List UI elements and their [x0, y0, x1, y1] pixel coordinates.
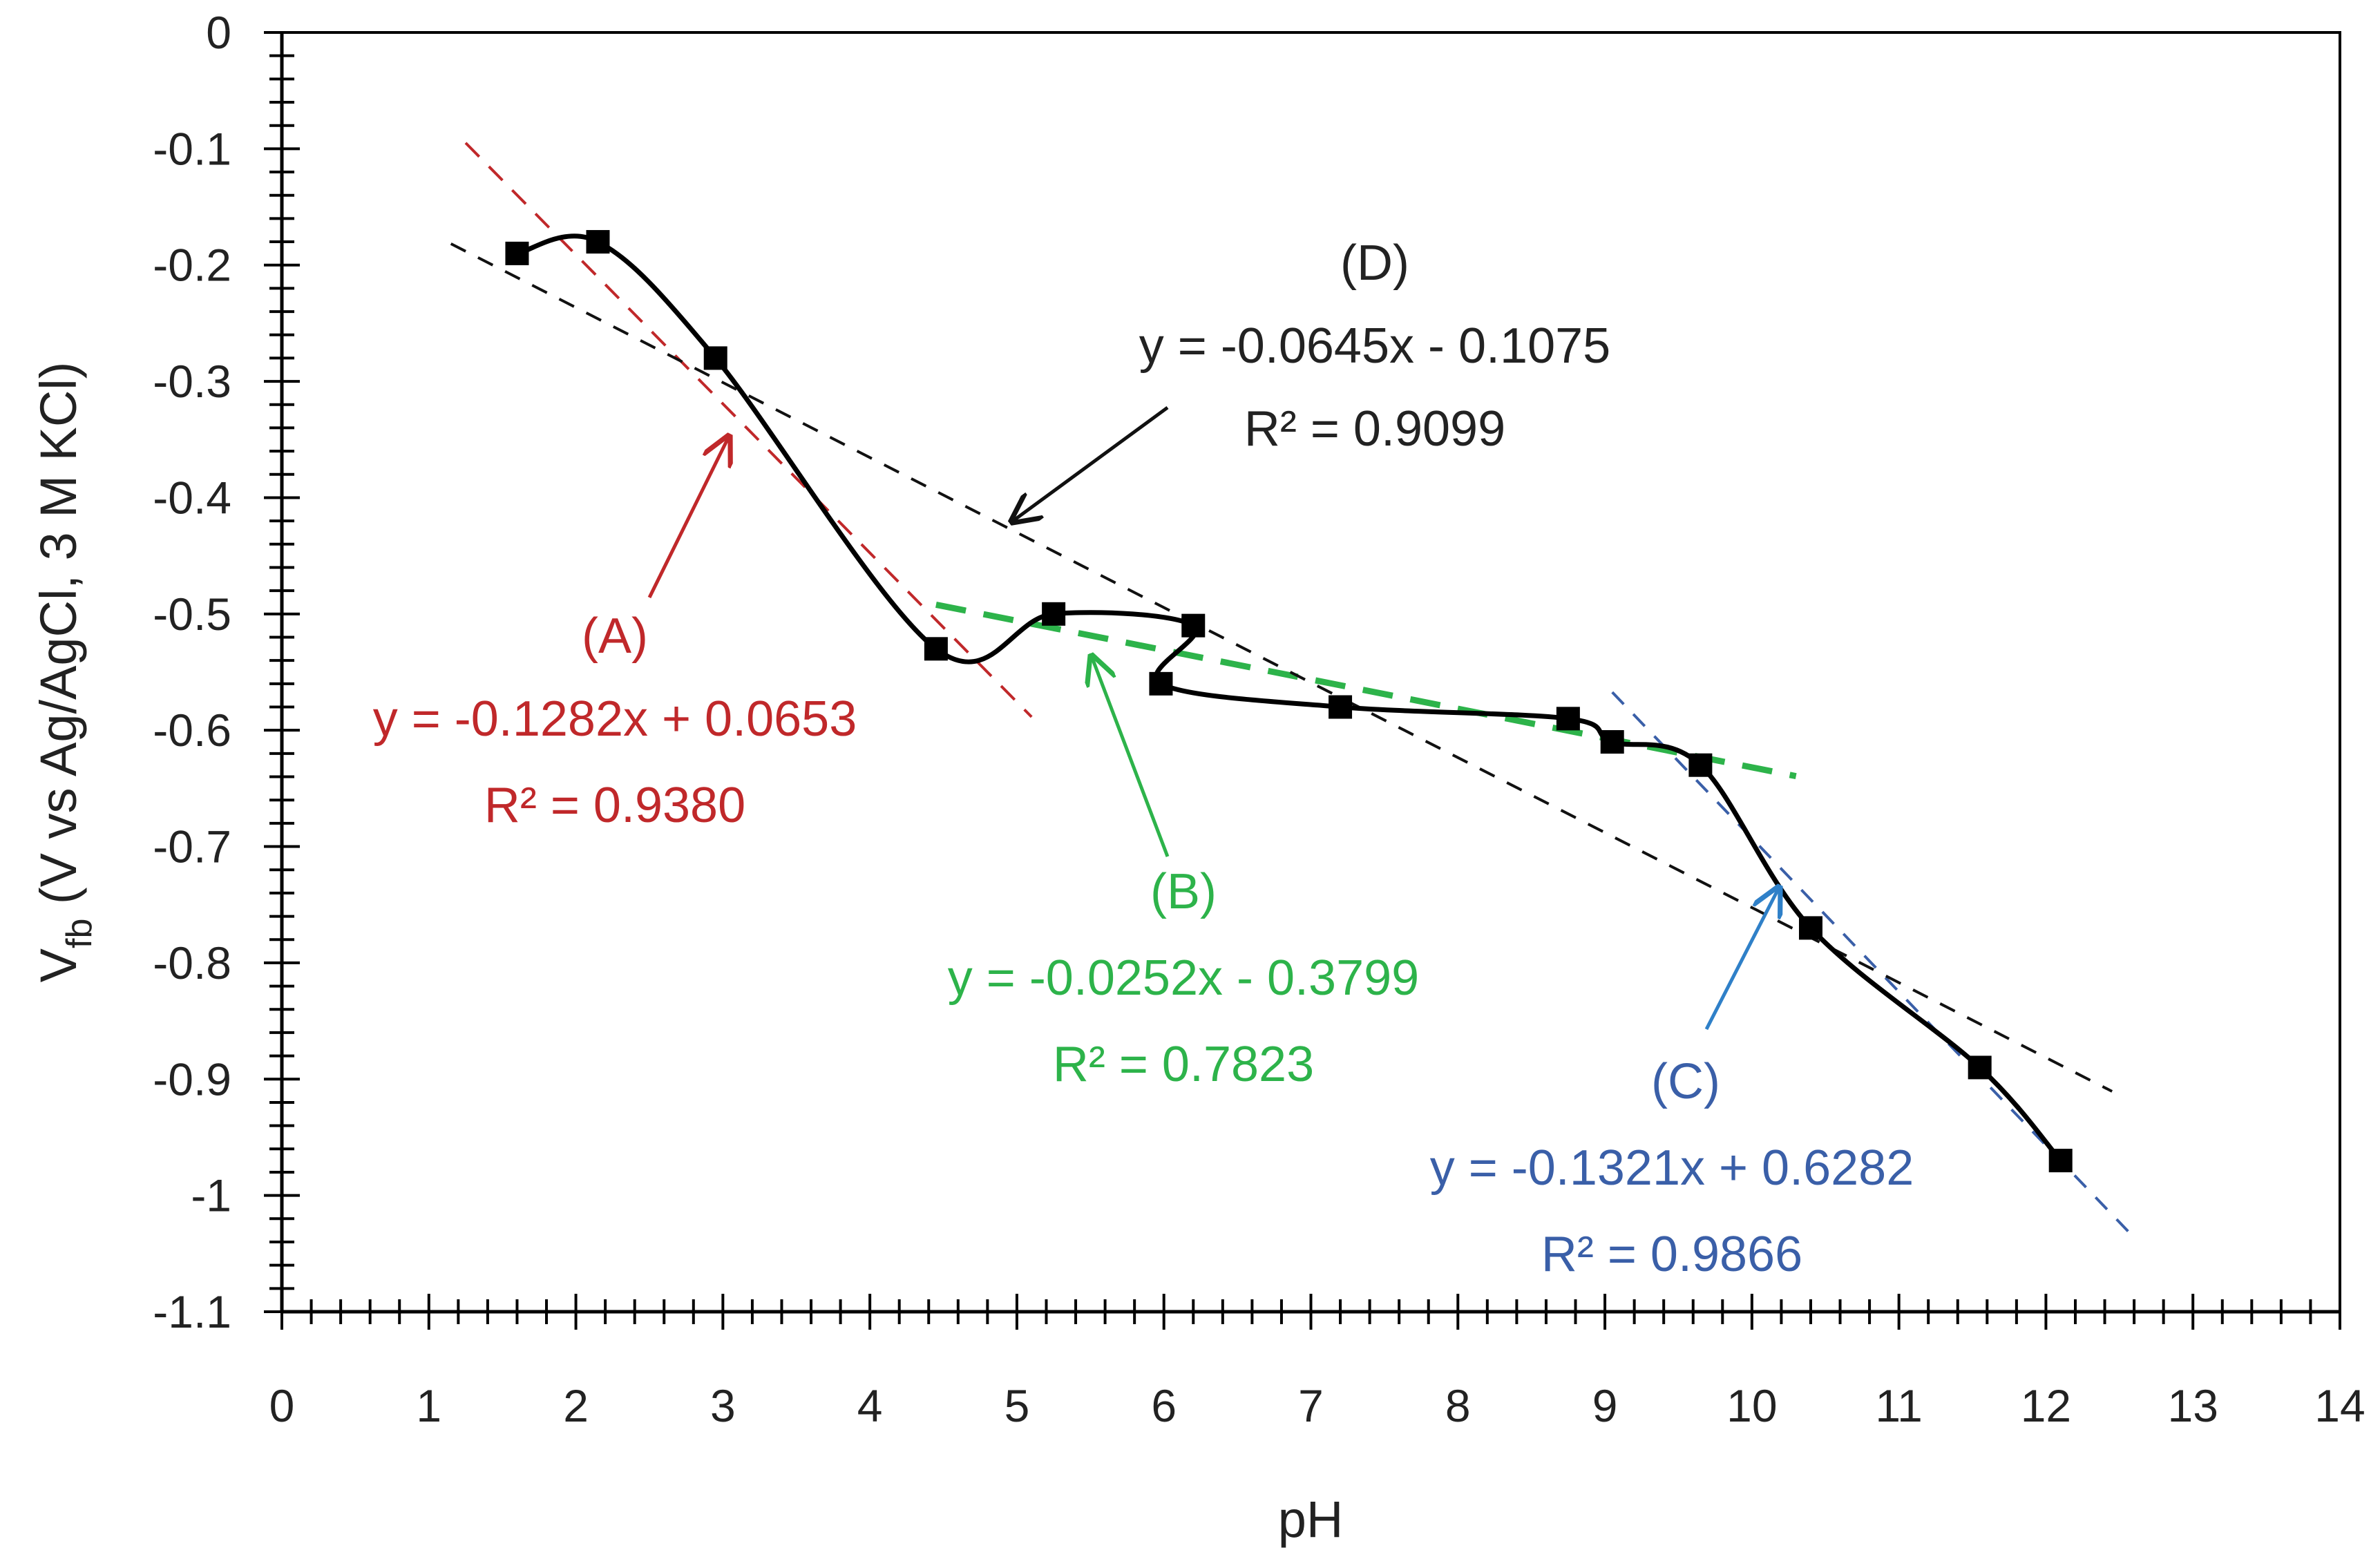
annotation-c: (C) y = -0.1321x + 0.6282 R² = 0.9866 [1430, 1054, 1914, 1282]
annotation-d-equation: y = -0.0645x - 0.1075 [1139, 318, 1610, 374]
data-point [1181, 613, 1206, 638]
x-axis-title: pH [1278, 1491, 1344, 1548]
y-tick-label: 0 [206, 7, 231, 58]
data-point [1968, 1055, 1992, 1080]
x-tick-label: 14 [2314, 1380, 2365, 1431]
annotation-a-label: (A) [582, 609, 648, 664]
data-point [1149, 671, 1173, 696]
data-point [505, 241, 529, 265]
annotation-a-equation: y = -0.1282x + 0.0653 [373, 691, 857, 747]
annotation-arrows [647, 405, 1779, 1031]
data-point [1688, 753, 1713, 777]
x-tick-label: 10 [1726, 1380, 1777, 1431]
x-tick-label: 7 [1298, 1380, 1324, 1431]
x-tick-label: 3 [710, 1380, 736, 1431]
y-axis-title: Vfb (V vs Ag/AgCl, 3 M KCl) [30, 362, 99, 983]
annotation-b-r2: R² = 0.7823 [1053, 1037, 1314, 1092]
series-line [516, 233, 2063, 1163]
trendline-b [935, 602, 1797, 780]
x-tick-label: 2 [563, 1380, 589, 1431]
annotation-b-equation: y = -0.0252x - 0.3799 [948, 950, 1419, 1006]
y-tick-label: -0.8 [153, 937, 231, 988]
y-tick-label: -0.4 [153, 472, 231, 523]
annotation-a-r2: R² = 0.9380 [484, 778, 745, 833]
data-point [1329, 695, 1353, 719]
x-tick-label: 6 [1151, 1380, 1177, 1431]
annotation-b-label: (B) [1150, 864, 1217, 919]
y-axis-title-sub: fb [59, 919, 99, 948]
annotation-b: (B) y = -0.0252x - 0.3799 R² = 0.7823 [948, 864, 1419, 1092]
x-tick-label: 13 [2168, 1380, 2218, 1431]
arrow-c [1704, 888, 1779, 1031]
x-tick-label: 9 [1592, 1380, 1618, 1431]
y-axis-title-rest: (V vs Ag/AgCl, 3 M KCl) [30, 362, 87, 919]
x-tick-label: 8 [1445, 1380, 1471, 1431]
y-tick-label: -0.7 [153, 821, 231, 872]
x-tick-label: 1 [416, 1380, 441, 1431]
arrow-b [1092, 656, 1170, 857]
annotation-d-r2: R² = 0.9099 [1244, 401, 1505, 457]
x-tick-label: 4 [857, 1380, 883, 1431]
annotation-c-r2: R² = 0.9866 [1541, 1227, 1802, 1282]
arrow-a [647, 437, 729, 599]
annotation-c-equation: y = -0.1321x + 0.6282 [1430, 1140, 1914, 1196]
data-point [1600, 730, 1624, 754]
y-tick-label: -0.3 [153, 356, 231, 407]
annotation-d: (D) y = -0.0645x - 0.1075 R² = 0.9099 [1139, 236, 1610, 457]
arrow-d [1012, 405, 1169, 522]
y-tick-label: -1.1 [153, 1286, 231, 1337]
data-point [1556, 707, 1580, 731]
annotation-d-label: (D) [1340, 236, 1409, 291]
annotation-a: (A) y = -0.1282x + 0.0653 R² = 0.9380 [373, 609, 857, 833]
y-tick-label: -1 [191, 1170, 231, 1221]
x-tick-label: 0 [269, 1380, 295, 1431]
annotation-c-label: (C) [1651, 1054, 1720, 1109]
data-point [586, 230, 610, 254]
axis-ticks [264, 31, 2341, 1330]
plot-area [280, 31, 2341, 1313]
x-tick-label: 5 [1005, 1380, 1030, 1431]
trendline-c [1611, 691, 2135, 1239]
y-axis-title-main: V [30, 948, 87, 982]
y-tick-label: -0.2 [153, 240, 231, 291]
x-tick-label: 12 [2021, 1380, 2071, 1431]
y-tick-label: -0.5 [153, 589, 231, 640]
data-series [505, 230, 2073, 1173]
y-tick-label: -0.1 [153, 123, 231, 174]
y-tick-label: -0.9 [153, 1053, 231, 1105]
data-point [2048, 1149, 2073, 1173]
data-point [924, 637, 948, 661]
y-tick-label: -0.6 [153, 705, 231, 756]
y-tick-labels: 0 -0.1 -0.2 -0.3 -0.4 -0.5 -0.6 -0.7 -0.8 -0.9 -1 -… [153, 7, 231, 1337]
x-tick-labels: 0 1 2 3 4 5 6 7 8 9 10 11 12 13 14 [269, 1380, 2365, 1431]
data-point [703, 346, 727, 370]
data-point [1798, 916, 1822, 940]
data-point [1042, 602, 1066, 626]
x-tick-label: 11 [1875, 1380, 1923, 1431]
